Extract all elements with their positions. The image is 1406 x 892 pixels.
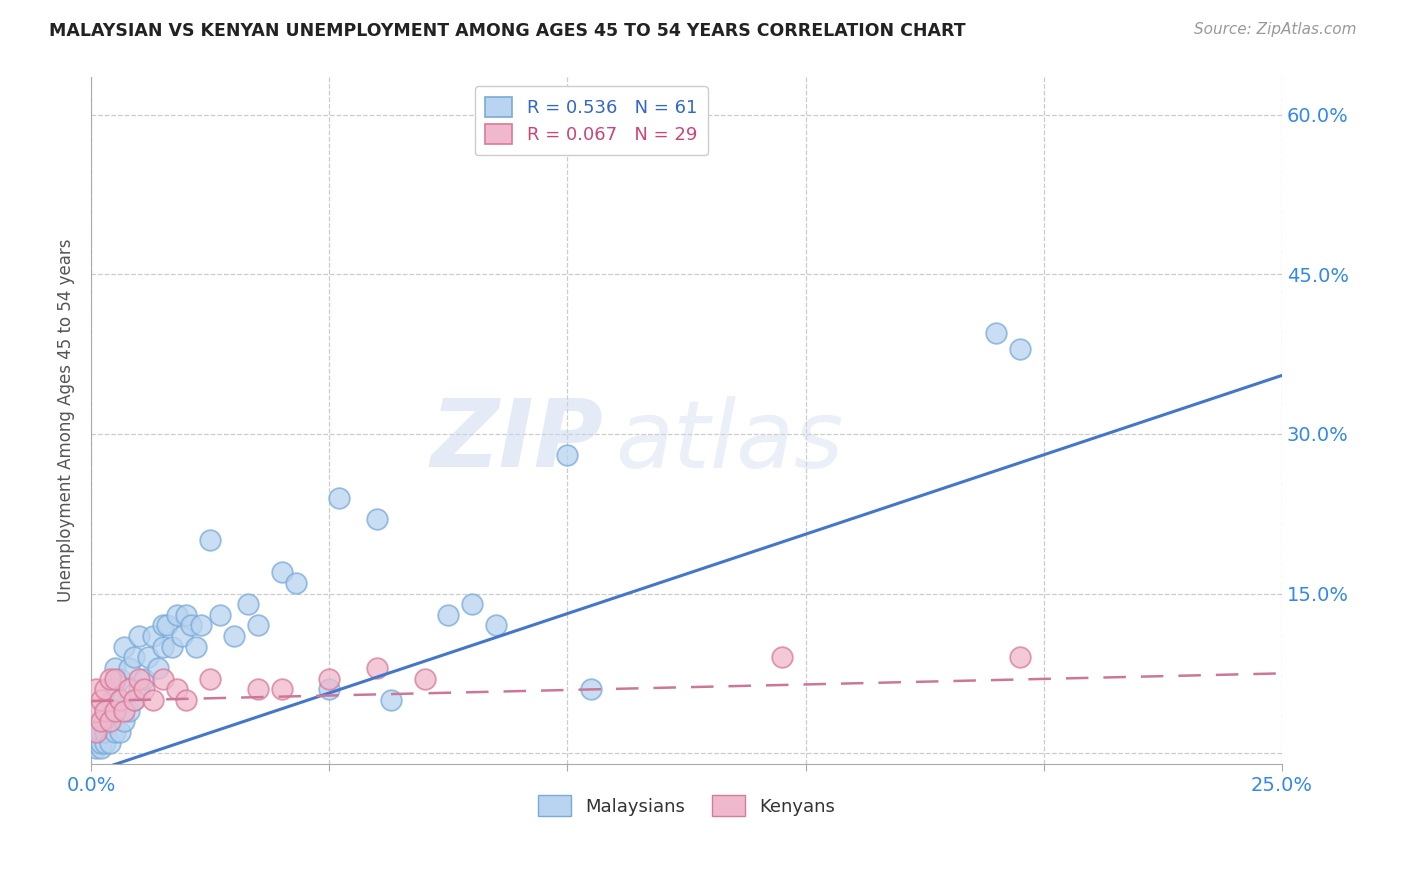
Point bbox=[128, 629, 150, 643]
Point bbox=[132, 682, 155, 697]
Point bbox=[136, 650, 159, 665]
Point bbox=[118, 682, 141, 697]
Point bbox=[200, 533, 222, 548]
Point bbox=[485, 618, 508, 632]
Point bbox=[90, 714, 112, 729]
Point bbox=[94, 735, 117, 749]
Point bbox=[84, 740, 107, 755]
Point bbox=[156, 618, 179, 632]
Point bbox=[104, 704, 127, 718]
Point bbox=[581, 682, 603, 697]
Point bbox=[318, 682, 340, 697]
Point bbox=[318, 672, 340, 686]
Point bbox=[270, 682, 292, 697]
Point bbox=[114, 714, 136, 729]
Point bbox=[238, 597, 260, 611]
Point bbox=[104, 661, 127, 675]
Point bbox=[90, 725, 112, 739]
Point bbox=[1008, 650, 1031, 665]
Point bbox=[108, 725, 131, 739]
Point bbox=[132, 672, 155, 686]
Text: atlas: atlas bbox=[614, 396, 844, 487]
Text: Source: ZipAtlas.com: Source: ZipAtlas.com bbox=[1194, 22, 1357, 37]
Point bbox=[184, 640, 207, 654]
Point bbox=[152, 618, 174, 632]
Text: ZIP: ZIP bbox=[430, 395, 603, 487]
Point bbox=[98, 693, 121, 707]
Point bbox=[128, 682, 150, 697]
Point bbox=[108, 693, 131, 707]
Point bbox=[84, 725, 107, 739]
Point bbox=[122, 693, 145, 707]
Point bbox=[270, 566, 292, 580]
Point bbox=[84, 704, 107, 718]
Point bbox=[366, 661, 388, 675]
Point bbox=[246, 618, 269, 632]
Point bbox=[437, 607, 460, 622]
Point bbox=[557, 448, 579, 462]
Point bbox=[285, 575, 308, 590]
Point bbox=[461, 597, 484, 611]
Point bbox=[94, 704, 117, 718]
Point bbox=[108, 672, 131, 686]
Point bbox=[166, 682, 188, 697]
Point bbox=[170, 629, 193, 643]
Point bbox=[160, 640, 183, 654]
Point bbox=[208, 607, 231, 622]
Point bbox=[104, 725, 127, 739]
Point bbox=[190, 618, 212, 632]
Point bbox=[180, 618, 202, 632]
Point bbox=[90, 714, 112, 729]
Point bbox=[122, 693, 145, 707]
Point bbox=[114, 640, 136, 654]
Point bbox=[366, 512, 388, 526]
Point bbox=[98, 714, 121, 729]
Point bbox=[114, 704, 136, 718]
Point bbox=[142, 629, 165, 643]
Point bbox=[152, 672, 174, 686]
Point bbox=[94, 704, 117, 718]
Point bbox=[90, 735, 112, 749]
Point bbox=[986, 326, 1008, 340]
Point bbox=[90, 740, 112, 755]
Point bbox=[222, 629, 245, 643]
Text: MALAYSIAN VS KENYAN UNEMPLOYMENT AMONG AGES 45 TO 54 YEARS CORRELATION CHART: MALAYSIAN VS KENYAN UNEMPLOYMENT AMONG A… bbox=[49, 22, 966, 40]
Point bbox=[128, 672, 150, 686]
Point bbox=[94, 725, 117, 739]
Point bbox=[94, 682, 117, 697]
Point bbox=[122, 650, 145, 665]
Point bbox=[152, 640, 174, 654]
Point bbox=[104, 704, 127, 718]
Point bbox=[118, 704, 141, 718]
Point bbox=[98, 735, 121, 749]
Point bbox=[380, 693, 402, 707]
Point bbox=[90, 693, 112, 707]
Point bbox=[118, 661, 141, 675]
Legend: Malaysians, Kenyans: Malaysians, Kenyans bbox=[531, 789, 842, 823]
Point bbox=[108, 693, 131, 707]
Point bbox=[176, 693, 198, 707]
Point bbox=[413, 672, 436, 686]
Point bbox=[176, 607, 198, 622]
Point bbox=[166, 607, 188, 622]
Point bbox=[84, 682, 107, 697]
Point bbox=[146, 661, 169, 675]
Point bbox=[104, 672, 127, 686]
Point bbox=[84, 735, 107, 749]
Point bbox=[142, 693, 165, 707]
Point bbox=[98, 672, 121, 686]
Point bbox=[200, 672, 222, 686]
Point bbox=[98, 714, 121, 729]
Point bbox=[104, 682, 127, 697]
Point bbox=[94, 714, 117, 729]
Point bbox=[328, 491, 350, 505]
Point bbox=[246, 682, 269, 697]
Point bbox=[1008, 342, 1031, 356]
Point bbox=[770, 650, 793, 665]
Point bbox=[84, 725, 107, 739]
Y-axis label: Unemployment Among Ages 45 to 54 years: Unemployment Among Ages 45 to 54 years bbox=[58, 239, 75, 602]
